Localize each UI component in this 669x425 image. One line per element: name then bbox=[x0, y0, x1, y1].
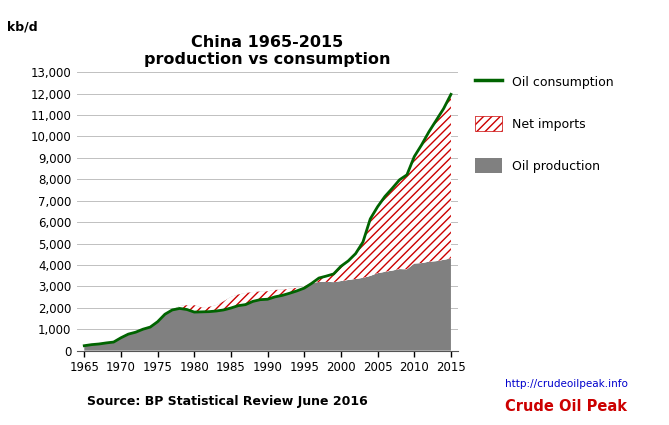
Text: http://crudeoilpeak.info: http://crudeoilpeak.info bbox=[505, 379, 628, 389]
Legend: Oil consumption, Net imports, Oil production: Oil consumption, Net imports, Oil produc… bbox=[470, 69, 619, 178]
Title: China 1965-2015
production vs consumption: China 1965-2015 production vs consumptio… bbox=[145, 34, 391, 67]
Text: Crude Oil Peak: Crude Oil Peak bbox=[505, 400, 627, 414]
Text: Source: BP Statistical Review June 2016: Source: BP Statistical Review June 2016 bbox=[87, 395, 368, 408]
Text: kb/d: kb/d bbox=[7, 21, 37, 34]
